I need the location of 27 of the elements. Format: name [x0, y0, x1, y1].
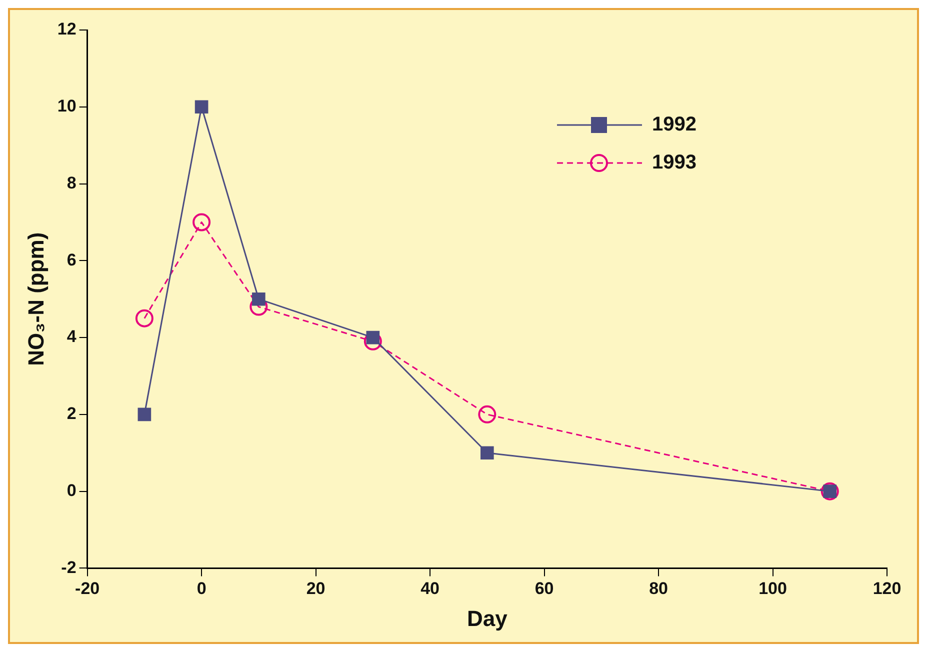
x-tick-label: -20: [75, 579, 100, 598]
y-tick-label: 6: [66, 250, 76, 270]
x-tick-label: 20: [306, 579, 326, 598]
point: [138, 408, 152, 422]
x-tick-label: 120: [872, 579, 902, 598]
y-tick-label: 4: [66, 327, 77, 346]
point: [478, 405, 496, 424]
y-tick-label: 8: [66, 173, 76, 192]
legend-label: 1992: [652, 114, 696, 136]
y-tick-label: 0: [66, 481, 76, 500]
point: [480, 446, 494, 460]
point: [192, 213, 211, 232]
y-tick-label: 2: [66, 404, 76, 424]
y-tick-label: 10: [57, 96, 76, 116]
y-tick-label: -2: [61, 558, 76, 577]
x-tick-label: 60: [534, 579, 554, 598]
x-tick-label: 0: [196, 579, 206, 598]
y-axis-title: NO₃-N (ppm): [23, 232, 48, 366]
x-tick-label: 100: [758, 579, 787, 598]
x-axis-title: Day: [466, 606, 508, 631]
legend-label: 1993: [652, 152, 696, 174]
y-tick-label: 12: [57, 20, 76, 39]
point: [135, 309, 154, 328]
x-tick-label: 80: [649, 579, 668, 598]
x-tick-label: 40: [420, 579, 440, 598]
point: [194, 100, 208, 114]
point: [252, 292, 266, 306]
